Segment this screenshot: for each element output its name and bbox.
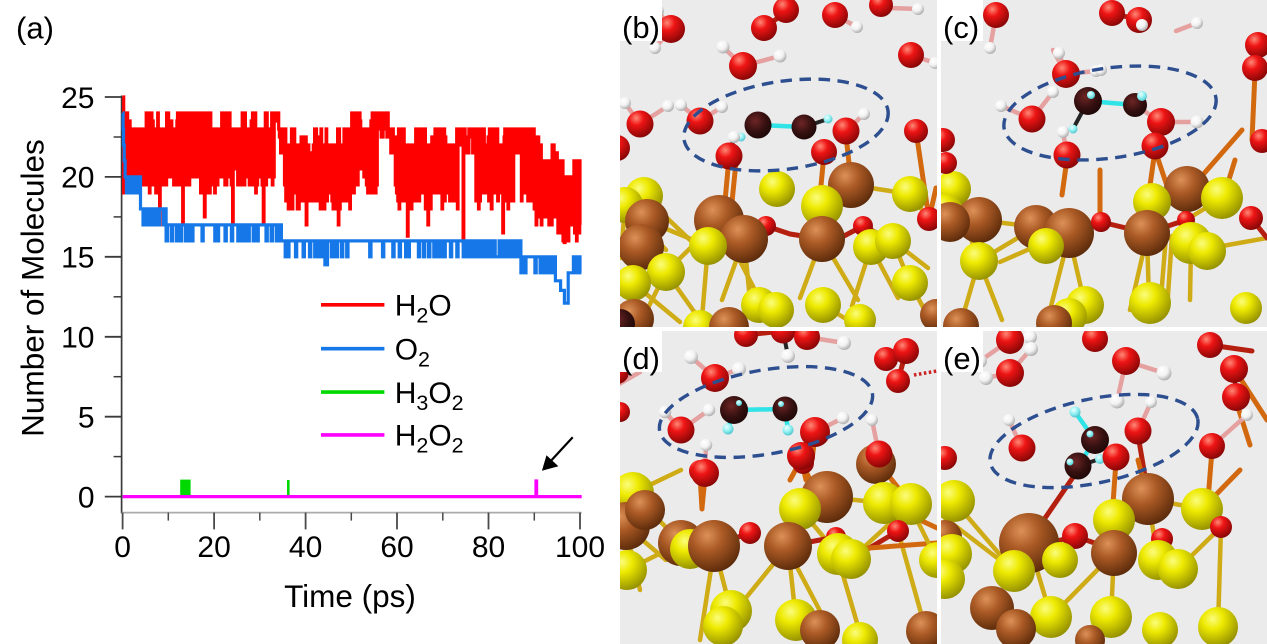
- svg-text:100: 100: [555, 531, 605, 564]
- svg-text:O2: O2: [395, 334, 430, 372]
- svg-text:H2O: H2O: [395, 290, 452, 328]
- svg-text:20: 20: [197, 531, 230, 564]
- svg-text:15: 15: [61, 242, 94, 275]
- svg-text:Time (ps): Time (ps): [284, 578, 416, 614]
- svg-text:40: 40: [289, 531, 322, 564]
- svg-text:60: 60: [380, 531, 413, 564]
- svg-text:(d): (d): [622, 341, 660, 376]
- svg-text:5: 5: [78, 402, 95, 435]
- svg-text:(a): (a): [16, 11, 54, 46]
- svg-text:0: 0: [114, 531, 131, 564]
- svg-text:80: 80: [472, 531, 505, 564]
- svg-text:(b): (b): [622, 10, 660, 45]
- svg-text:(c): (c): [943, 10, 979, 45]
- svg-text:(e): (e): [943, 341, 981, 376]
- svg-text:H2O2: H2O2: [395, 420, 464, 458]
- svg-text:25: 25: [61, 82, 94, 115]
- svg-text:20: 20: [61, 162, 94, 195]
- svg-text:0: 0: [78, 481, 95, 514]
- svg-text:10: 10: [61, 322, 94, 355]
- svg-text:Number of Molecules: Number of Molecules: [15, 139, 51, 437]
- svg-text:H3O2: H3O2: [395, 377, 464, 415]
